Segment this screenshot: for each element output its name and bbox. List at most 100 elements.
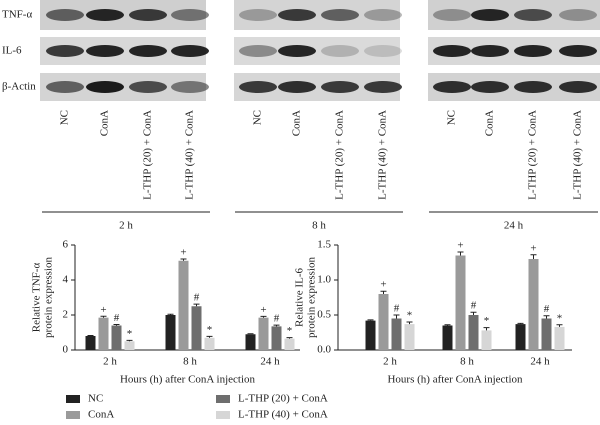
- blot-band: [46, 81, 84, 93]
- y-tick-label: 1.0: [317, 274, 331, 286]
- error-bar: [444, 324, 451, 326]
- blot-band: [86, 9, 124, 21]
- error-bar: [180, 258, 187, 261]
- time-label: 24 h: [504, 220, 524, 232]
- lane-label: L-THP (20) + ConA: [527, 110, 539, 200]
- y-tick-label: 0: [63, 344, 69, 356]
- significance-marker: *: [557, 312, 563, 324]
- bar: [515, 324, 526, 350]
- legend-label: L-THP (40) + ConA: [238, 409, 328, 421]
- significance-marker: *: [407, 310, 413, 322]
- legend-swatch: [216, 411, 230, 419]
- error-bar: [470, 311, 477, 315]
- blot-band: [471, 45, 509, 57]
- x-tick-label: 8 h: [183, 356, 197, 368]
- bar: [204, 337, 215, 350]
- significance-marker: +: [457, 240, 463, 252]
- legend-label: ConA: [88, 409, 114, 421]
- blot-band: [278, 45, 316, 57]
- blot-band: [278, 9, 316, 21]
- blot-band: [239, 9, 277, 21]
- error-bar: [126, 339, 133, 342]
- y-tick-label: 0.0: [317, 344, 331, 356]
- error-bar: [393, 314, 400, 319]
- lane-label: ConA: [291, 110, 303, 136]
- y-tick-label: 0.5: [317, 309, 331, 321]
- blot-band: [46, 45, 84, 57]
- blot-band: [433, 81, 471, 93]
- blot-band: [278, 81, 316, 93]
- blot-band: [129, 45, 167, 57]
- legend-swatch: [216, 395, 230, 403]
- significance-marker: +: [180, 247, 186, 259]
- y-axis-label: Relative TNF-α: [31, 263, 43, 333]
- blot-band: [321, 9, 359, 21]
- significance-marker: *: [287, 325, 293, 337]
- lane-label: ConA: [99, 110, 111, 136]
- blot-band: [559, 45, 597, 57]
- bar: [404, 324, 415, 350]
- blot-band: [433, 9, 471, 21]
- blot-band: [129, 9, 167, 21]
- bar: [541, 318, 552, 350]
- legend-swatch: [66, 395, 80, 403]
- row-label: TNF-α: [2, 9, 32, 21]
- bar: [124, 341, 135, 350]
- significance-marker: +: [100, 304, 106, 316]
- error-bar: [483, 327, 490, 331]
- blot-band: [433, 45, 471, 57]
- error-bar: [260, 315, 267, 318]
- row-label: β-Actin: [2, 81, 36, 93]
- blot-band: [129, 81, 167, 93]
- blot-band: [86, 45, 124, 57]
- blot-band: [239, 45, 277, 57]
- significance-marker: *: [207, 324, 213, 336]
- bar: [284, 338, 295, 350]
- error-bar: [100, 315, 107, 318]
- error-bar: [517, 322, 524, 325]
- blot-band: [86, 81, 124, 93]
- y-axis-label: protein expression: [306, 257, 318, 338]
- significance-marker: #: [274, 313, 280, 325]
- x-tick-label: 2 h: [103, 356, 117, 368]
- lane-label: ConA: [484, 110, 496, 136]
- bar: [178, 260, 189, 350]
- blot-band: [239, 81, 277, 93]
- x-tick-label: 2 h: [383, 356, 397, 368]
- error-bar: [380, 290, 387, 294]
- bar: [378, 294, 389, 350]
- blot-band: [559, 9, 597, 21]
- x-tick-label: 24 h: [530, 356, 550, 368]
- bar: [365, 320, 376, 350]
- y-tick-label: 1.5: [317, 239, 331, 251]
- lane-label: L-THP (40) + ConA: [184, 110, 196, 200]
- x-tick-label: 24 h: [260, 356, 280, 368]
- significance-marker: +: [530, 242, 536, 254]
- lane-label: L-THP (40) + ConA: [572, 110, 584, 200]
- error-bar: [556, 324, 563, 327]
- lane-label: L-THP (40) + ConA: [377, 110, 389, 200]
- error-bar: [247, 333, 254, 335]
- significance-marker: #: [114, 312, 120, 324]
- bar: [271, 326, 282, 350]
- bar: [258, 317, 269, 350]
- blot-band: [171, 81, 209, 93]
- blot-band: [46, 9, 84, 21]
- bar: [528, 259, 539, 350]
- bar: [191, 306, 202, 350]
- blot-band: [364, 45, 402, 57]
- error-bar: [273, 324, 280, 327]
- blot-band: [321, 81, 359, 93]
- blot-band: [471, 81, 509, 93]
- significance-marker: +: [380, 279, 386, 291]
- error-bar: [167, 313, 174, 315]
- blot-band: [171, 9, 209, 21]
- error-bar: [530, 254, 537, 259]
- y-axis-label: Relative IL-6: [294, 268, 306, 327]
- blot-panel: [234, 37, 400, 65]
- bar: [455, 255, 466, 350]
- blot-band: [559, 81, 597, 93]
- blot-band: [364, 81, 402, 93]
- error-bar: [406, 321, 413, 325]
